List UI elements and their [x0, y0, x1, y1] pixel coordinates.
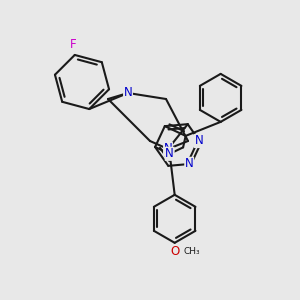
Text: N: N — [165, 147, 174, 160]
Text: F: F — [69, 38, 76, 52]
Text: N: N — [194, 134, 203, 148]
Text: N: N — [185, 157, 194, 170]
Text: O: O — [170, 245, 179, 258]
Text: N: N — [124, 86, 132, 100]
Text: CH₃: CH₃ — [184, 247, 200, 256]
Text: N: N — [164, 142, 172, 155]
